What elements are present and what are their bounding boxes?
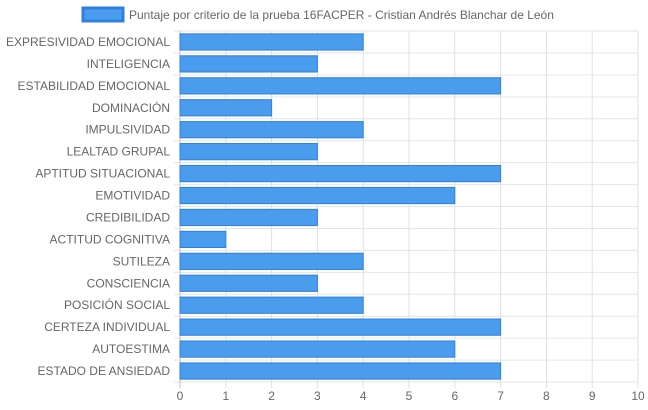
bar[interactable] [179, 143, 318, 161]
category-label: ESTADO DE ANSIEDAD [38, 364, 171, 378]
bar[interactable] [179, 296, 364, 314]
bar[interactable] [179, 208, 318, 227]
category-label: CONSCIENCIA [87, 276, 170, 290]
legend[interactable]: Puntaje por criterio de la prueba 16FACP… [81, 6, 554, 23]
bar[interactable] [179, 230, 227, 249]
category-label: ESTABILIDAD EMOCIONAL [18, 79, 171, 93]
bar[interactable] [179, 55, 318, 73]
category-label: ACTITUD COGNITIVA [50, 232, 170, 246]
bar[interactable] [179, 164, 502, 183]
x-tick-label: 1 [222, 389, 229, 403]
x-tick-label: 0 [177, 389, 184, 403]
category-label: IMPULSIVIDAD [85, 123, 170, 137]
legend-swatch[interactable] [81, 6, 125, 23]
category-label: SUTILEZA [113, 254, 170, 268]
x-tick-label: 4 [360, 389, 367, 403]
bar[interactable] [179, 252, 364, 270]
x-tick-label: 7 [497, 389, 504, 403]
x-tick-label: 3 [314, 389, 321, 403]
category-label: EXPRESIVIDAD EMOCIONAL [6, 35, 170, 49]
category-labels: EXPRESIVIDAD EMOCIONAL INTELIGENCIA ESTABI… [6, 35, 170, 378]
x-tick-label: 6 [451, 389, 458, 403]
x-tick-label: 8 [543, 389, 550, 403]
category-label: POSICIÓN SOCIAL [64, 297, 170, 312]
x-tick-label: 9 [589, 389, 596, 403]
bar[interactable] [179, 362, 502, 380]
x-axis-tick-labels: 0 1 2 3 4 5 6 7 8 9 10 [177, 389, 645, 403]
bar[interactable] [179, 340, 456, 358]
category-label: CREDIBILIDAD [86, 210, 170, 224]
category-label: LEALTAD GRUPAL [67, 145, 171, 159]
bar[interactable] [179, 77, 502, 95]
category-label: APTITUD SITUACIONAL [35, 167, 170, 181]
bars [179, 33, 502, 380]
category-label: INTELIGENCIA [87, 57, 170, 71]
category-label: EMOTIVIDAD [95, 189, 170, 203]
bar[interactable] [179, 186, 456, 205]
bar[interactable] [179, 274, 318, 292]
bar[interactable] [179, 33, 364, 51]
category-label: AUTOESTIMA [92, 342, 170, 356]
x-tick-label: 10 [631, 389, 645, 403]
bar[interactable] [179, 121, 364, 139]
x-tick-label: 5 [406, 389, 413, 403]
x-tick-label: 2 [268, 389, 275, 403]
category-label: DOMINACIÓN [92, 100, 170, 115]
category-label: CERTEZA INDIVIDUAL [44, 320, 170, 334]
bar[interactable] [179, 99, 273, 117]
legend-label[interactable]: Puntaje por criterio de la prueba 16FACP… [129, 8, 554, 22]
bar[interactable] [179, 318, 502, 336]
